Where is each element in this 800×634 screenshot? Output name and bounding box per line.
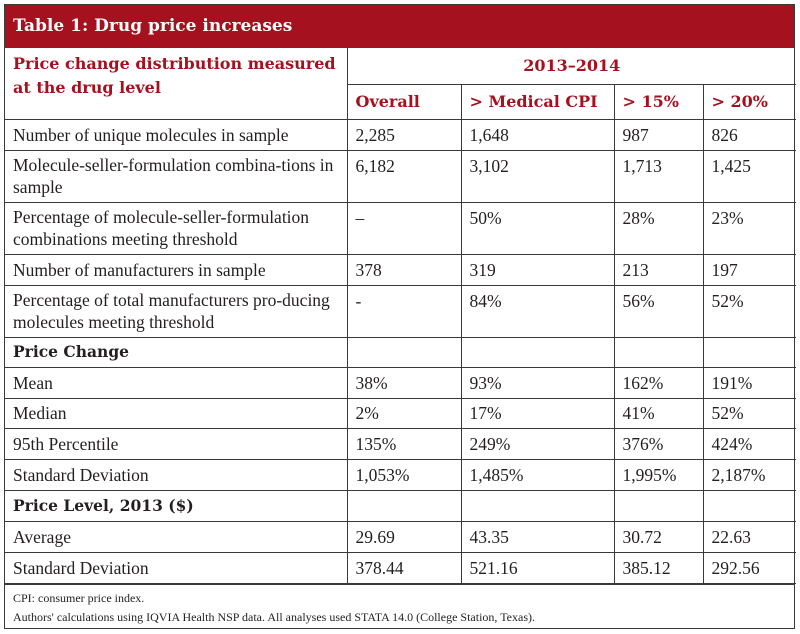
row-label: Standard Deviation (5, 458, 348, 491)
table-row: Number of unique molecules in sample 2,2… (5, 118, 796, 151)
table-row: Median 2% 17% 41% 52% (5, 397, 796, 429)
cell: 249% (460, 427, 615, 460)
cell: 424% (702, 427, 796, 460)
cell: 52% (702, 284, 796, 338)
row-label: Median (5, 397, 348, 429)
table-row: Mean 38% 93% 162% 191% (5, 366, 796, 399)
cell: 23% (702, 201, 796, 255)
row-label: Percentage of total manufacturers pro-du… (5, 284, 348, 338)
cell: 1,425 (702, 149, 796, 203)
section-heading-price-level: Price Level, 2013 ($) (5, 489, 348, 522)
cell: 826 (702, 118, 796, 151)
footnote: Authors' calculations using IQVIA Health… (13, 609, 535, 624)
cell: 376% (613, 427, 704, 460)
cell: 378.44 (346, 551, 462, 584)
cell: - (346, 284, 462, 338)
empty-cell (346, 489, 462, 522)
cell: 22.63 (702, 520, 796, 553)
row-label: Number of unique molecules in sample (5, 118, 348, 151)
cell: 29.69 (346, 520, 462, 553)
cell: 162% (613, 366, 704, 399)
table-row: Percentage of molecule-seller-formulatio… (5, 201, 796, 255)
cell: 17% (460, 397, 615, 429)
cell: 30.72 (613, 520, 704, 553)
row-label: Mean (5, 366, 348, 399)
cell: 1,648 (460, 118, 615, 151)
cell: 50% (460, 201, 615, 255)
empty-cell (613, 336, 704, 368)
column-header-15: > 15% (613, 83, 704, 120)
section-row: Price Level, 2013 ($) (5, 489, 796, 522)
empty-cell (460, 336, 615, 368)
section-row: Price Change (5, 336, 796, 368)
cell: 52% (702, 397, 796, 429)
period-header: 2013–2014 (346, 48, 796, 85)
cell: 1,713 (613, 149, 704, 203)
row-label: Average (5, 520, 348, 553)
footnotes: CPI: consumer price index. Authors' calc… (5, 583, 794, 627)
cell: – (346, 201, 462, 255)
cell: 6,182 (346, 149, 462, 203)
cell: 378 (346, 253, 462, 286)
cell: 191% (702, 366, 796, 399)
cell: 213 (613, 253, 704, 286)
cell: 135% (346, 427, 462, 460)
table-row: Average 29.69 43.35 30.72 22.63 (5, 520, 796, 553)
row-label: 95th Percentile (5, 427, 348, 460)
row-label: Molecule-seller-formulation combina-tion… (5, 149, 348, 203)
column-header-overall: Overall (347, 83, 462, 120)
cell: 2% (346, 397, 462, 429)
table-row: Percentage of total manufacturers pro-du… (5, 284, 796, 338)
cell: 38% (346, 366, 462, 399)
section-heading-price-change: Price Change (5, 336, 348, 368)
cell: 41% (613, 397, 704, 429)
empty-cell (460, 489, 615, 522)
cell: 385.12 (613, 551, 704, 584)
empty-cell (346, 336, 462, 368)
cell: 93% (460, 366, 615, 399)
row-label: Percentage of molecule-seller-formulatio… (5, 201, 348, 255)
cell: 1,995% (613, 458, 704, 491)
row-label: Standard Deviation (5, 551, 348, 584)
cell: 521.16 (460, 551, 615, 584)
empty-cell (702, 489, 796, 522)
row-label: Number of manufacturers in sample (5, 253, 348, 286)
cell: 3,102 (460, 149, 615, 203)
table-row: Molecule-seller-formulation combina-tion… (5, 149, 796, 203)
cell: 28% (613, 201, 704, 255)
cell: 84% (460, 284, 615, 338)
price-table: Price change distribution measured at th… (5, 48, 796, 584)
cell: 292.56 (702, 551, 796, 584)
cell: 319 (460, 253, 615, 286)
column-header-medical-cpi: > Medical CPI (460, 83, 615, 120)
empty-cell (613, 489, 704, 522)
empty-cell (702, 336, 796, 368)
cell: 197 (702, 253, 796, 286)
column-header-20: > 20% (702, 83, 796, 120)
table-title: Table 1: Drug price increases (5, 5, 794, 48)
table-row: Standard Deviation 1,053% 1,485% 1,995% … (5, 458, 796, 491)
cell: 987 (613, 118, 704, 151)
cell: 2,187% (702, 458, 796, 491)
table-row: 95th Percentile 135% 249% 376% 424% (5, 427, 796, 460)
cell: 1,485% (460, 458, 615, 491)
table-row: Standard Deviation 378.44 521.16 385.12 … (5, 551, 796, 584)
table-container: Table 1: Drug price increases Price chan… (4, 4, 796, 629)
footnote: CPI: consumer price index. (13, 590, 145, 605)
cell: 1,053% (346, 458, 462, 491)
table-row: Number of manufacturers in sample 378 31… (5, 253, 796, 286)
cell: 2,285 (346, 118, 462, 151)
cell: 43.35 (460, 520, 615, 553)
cell: 56% (613, 284, 704, 338)
row-label-header: Price change distribution measured at th… (5, 48, 348, 120)
